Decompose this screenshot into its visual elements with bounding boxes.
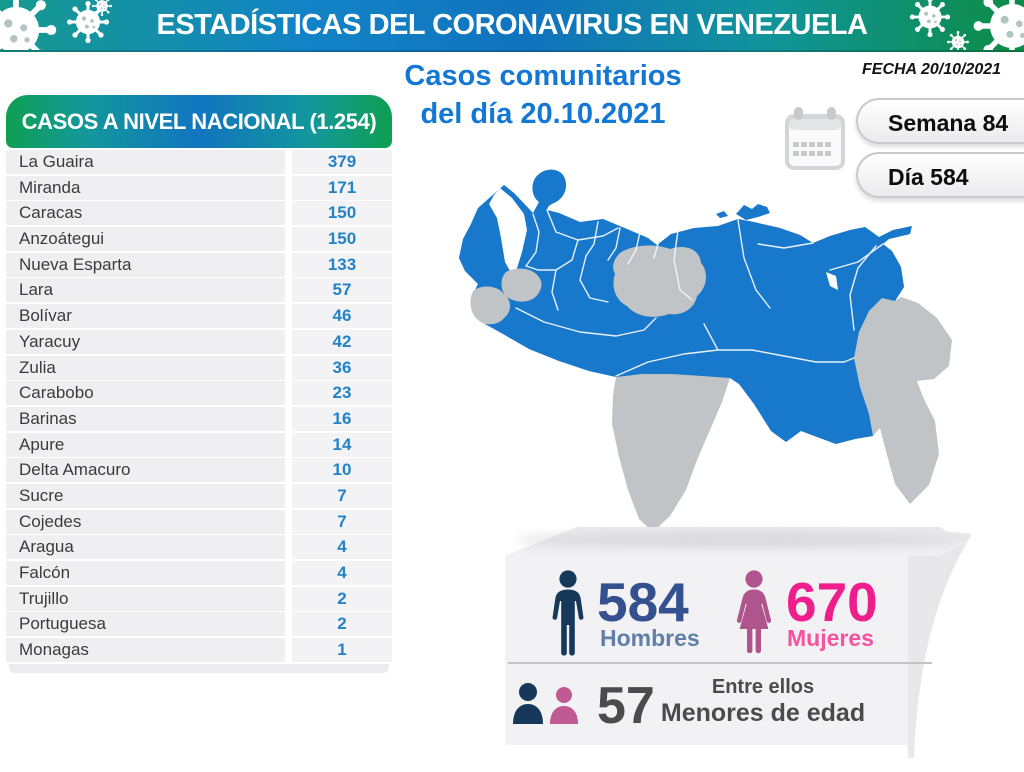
table-row: Anzoátegui 150: [6, 227, 392, 252]
case-count-cell: 57: [292, 278, 392, 303]
minors-busts-icon: [513, 683, 578, 724]
table-row: Bolívar 46: [6, 304, 392, 329]
case-count-cell: 2: [292, 612, 392, 637]
state-name-cell: Portuguesa: [6, 612, 285, 637]
stats-divider: [508, 662, 932, 664]
table-row: La Guaira 379: [6, 150, 392, 174]
table-row: Barinas 16: [6, 406, 392, 431]
case-count-cell: 16: [292, 406, 392, 431]
case-count-cell: 150: [292, 201, 392, 226]
table-row: Delta Amacuro 10: [6, 458, 392, 483]
state-name-cell: Cojedes: [6, 509, 285, 534]
state-name-cell: Anzoátegui: [6, 227, 285, 252]
minors-label-bottom: Menores de edad: [660, 699, 866, 727]
panel-swoosh: [905, 528, 972, 758]
case-count-cell: 1: [292, 638, 392, 663]
table-rows: La Guaira 379 Miranda 171 Caracas 150 An…: [6, 150, 392, 663]
state-name-cell: Lara: [6, 278, 285, 303]
state-name-cell: Delta Amacuro: [6, 458, 285, 483]
minors-count: 57: [597, 677, 655, 735]
table-row: Trujillo 2: [6, 586, 392, 611]
table-row: Yaracuy 42: [6, 329, 392, 354]
table-row: Nueva Esparta 133: [6, 252, 392, 277]
case-count-cell: 2: [292, 586, 392, 611]
table-row: Zulia 36: [6, 355, 392, 380]
minors-label-top: Entre ellos: [711, 676, 815, 698]
case-count-cell: 7: [292, 483, 392, 508]
table-row: Aragua 4: [6, 535, 392, 560]
map-island-small: [716, 211, 728, 218]
men-count: 584: [597, 571, 689, 633]
state-name-cell: Aragua: [6, 535, 285, 560]
map-region-tachira: [470, 286, 510, 325]
page-title-line2: del día 20.10.2021: [420, 98, 666, 130]
state-name-cell: Yaracuy: [6, 329, 285, 354]
state-name-cell: Carabobo: [6, 381, 285, 406]
table-row: Cojedes 7: [6, 509, 392, 534]
map-state-borders: [515, 209, 884, 377]
state-name-cell: Falcón: [6, 561, 285, 585]
case-count-cell: 171: [292, 175, 392, 200]
state-name-cell: Nueva Esparta: [6, 252, 285, 277]
table-row: Lara 57: [6, 278, 392, 303]
case-count-cell: 36: [292, 355, 392, 380]
case-count-cell: 133: [292, 252, 392, 277]
map-region-guarico: [613, 245, 706, 317]
state-name-cell: Sucre: [6, 483, 285, 508]
case-count-cell: 4: [292, 535, 392, 560]
banner-title: ESTADÍSTICAS DEL CORONAVIRUS EN VENEZUEL…: [156, 9, 868, 41]
cases-table-header: CASOS A NIVEL NACIONAL (1.254): [6, 95, 392, 148]
male-pictogram-icon: [552, 570, 584, 656]
women-count: 670: [786, 571, 878, 633]
state-name-cell: Miranda: [6, 175, 285, 200]
top-banner: ESTADÍSTICAS DEL CORONAVIRUS EN VENEZUEL…: [0, 0, 1024, 52]
minors-labels: Entre ellos Menores de edad: [650, 675, 876, 727]
female-pictogram-icon: [736, 570, 772, 654]
map-island-margarita: [736, 204, 770, 220]
badge-dia: Día 584: [856, 152, 1024, 198]
table-row: Sucre 7: [6, 483, 392, 508]
state-name-cell: Trujillo: [6, 586, 285, 611]
case-count-cell: 150: [292, 227, 392, 252]
case-count-cell: 14: [292, 432, 392, 457]
table-row: Monagas 1: [6, 638, 392, 663]
table-row: Caracas 150: [6, 201, 392, 226]
case-count-cell: 23: [292, 381, 392, 406]
case-count-cell: 10: [292, 458, 392, 483]
calendar-icon: [785, 107, 845, 170]
state-name-cell: Zulia: [6, 355, 285, 380]
state-name-cell: Apure: [6, 432, 285, 457]
page-title-line1: Casos comunitarios: [404, 60, 682, 92]
page-title: Casos comunitarios del día 20.10.2021: [388, 57, 698, 133]
map-region-merida: [501, 268, 542, 302]
cases-table-footer: [9, 663, 389, 673]
men-label: Hombres: [600, 625, 700, 651]
cases-table: CASOS A NIVEL NACIONAL (1.254) La Guaira…: [6, 95, 392, 673]
venezuela-map: [459, 169, 952, 533]
women-label: Mujeres: [787, 625, 874, 651]
case-count-cell: 379: [292, 150, 392, 174]
case-count-cell: 46: [292, 304, 392, 329]
table-row: Miranda 171: [6, 175, 392, 200]
state-name-cell: La Guaira: [6, 150, 285, 174]
map-delta-bay: [826, 272, 838, 290]
state-name-cell: Monagas: [6, 638, 285, 663]
state-name-cell: Bolívar: [6, 304, 285, 329]
fecha-label: FECHA 20/10/2021: [862, 61, 1002, 78]
table-row: Falcón 4: [6, 561, 392, 585]
state-name-cell: Caracas: [6, 201, 285, 226]
case-count-cell: 7: [292, 509, 392, 534]
state-name-cell: Barinas: [6, 406, 285, 431]
table-row: Carabobo 23: [6, 381, 392, 406]
badge-semana: Semana 84: [856, 98, 1024, 144]
case-count-cell: 4: [292, 561, 392, 585]
table-row: Portuguesa 2: [6, 612, 392, 637]
map-lake-maracaibo: [489, 188, 527, 278]
table-row: Apure 14: [6, 432, 392, 457]
map-shadow: [515, 532, 965, 548]
case-count-cell: 42: [292, 329, 392, 354]
